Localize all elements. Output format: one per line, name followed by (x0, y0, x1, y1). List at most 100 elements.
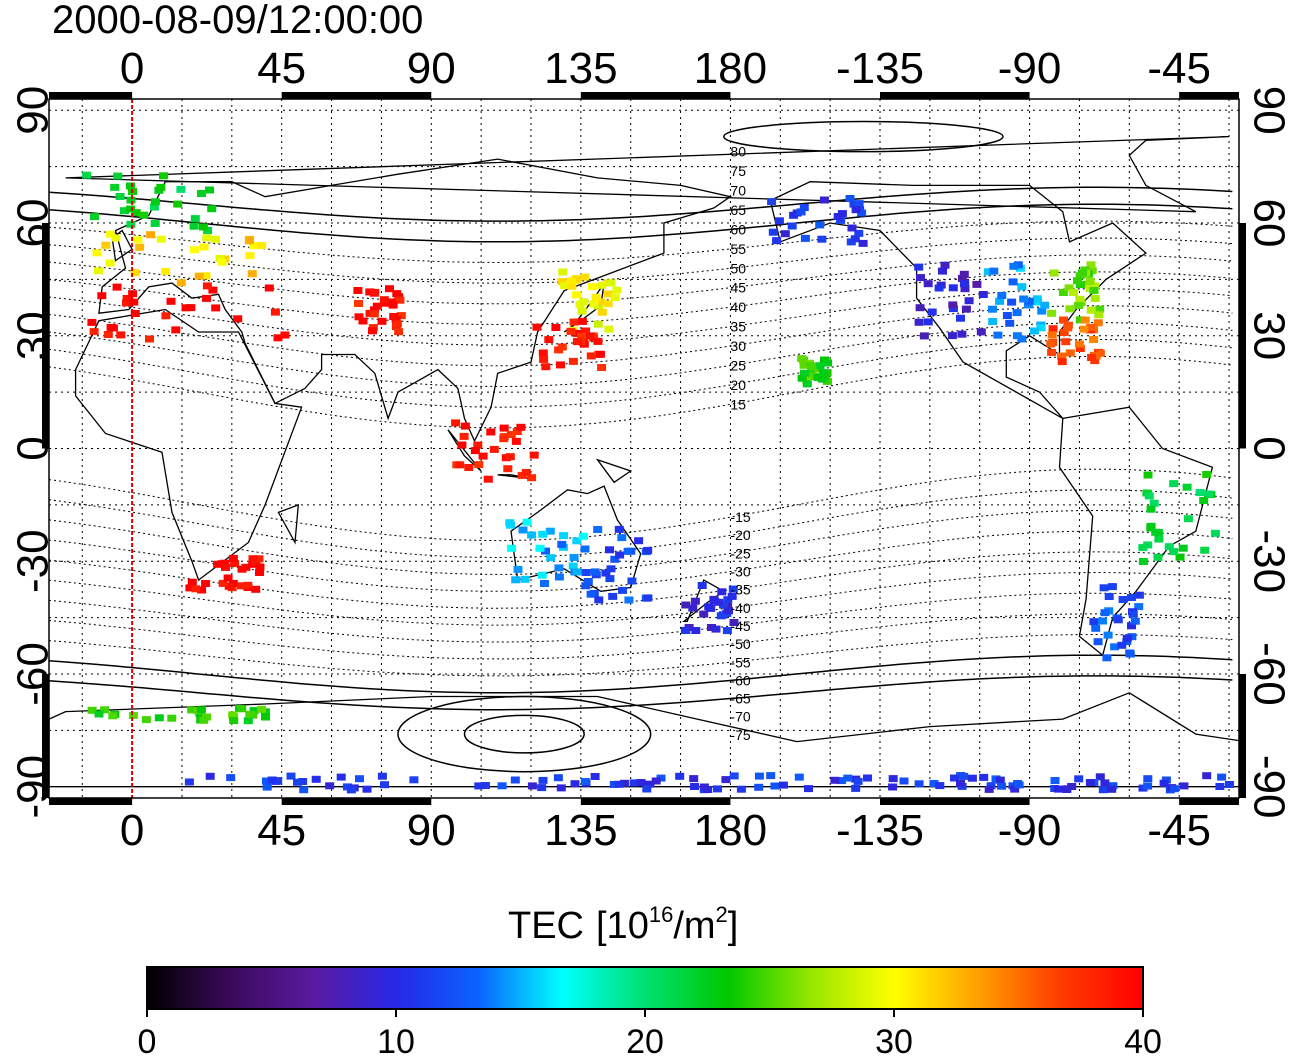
tec-cell (1078, 269, 1087, 277)
coastline (98, 158, 733, 443)
tec-cell (923, 280, 933, 288)
lat-tick-label-left: -90 (9, 755, 58, 819)
tec-cell (808, 372, 818, 380)
tec-cell (1032, 295, 1042, 303)
tec-cell (218, 579, 228, 587)
tec-cell (1091, 352, 1101, 360)
lon-tick-label-bottom: 180 (694, 806, 767, 855)
tec-cell (778, 781, 788, 789)
tec-cell (499, 424, 509, 432)
tec-cell (972, 280, 982, 288)
tec-cell (605, 575, 615, 583)
tec-cell (537, 784, 547, 792)
tec-cell (1146, 522, 1156, 530)
tec-cell (556, 784, 566, 792)
tec-cell (888, 783, 898, 791)
tec-cell (787, 222, 797, 230)
tec-cell (960, 285, 970, 293)
tec-cell (1098, 617, 1107, 625)
tec-cell (850, 235, 860, 243)
lat-tick-label-right: -60 (1244, 642, 1292, 706)
tec-cell (451, 419, 461, 427)
tec-cell (714, 598, 724, 606)
tec-cell (255, 569, 264, 576)
tec-cell (336, 773, 346, 781)
tec-cell (538, 349, 548, 357)
tec-cell (716, 612, 726, 620)
tec-cell (577, 317, 587, 325)
tec-cell (948, 301, 958, 309)
tec-cell (717, 588, 727, 596)
tec-cell (116, 331, 126, 339)
tec-cell (176, 279, 186, 287)
frame-band-segment (49, 92, 133, 99)
tec-cell (961, 305, 971, 313)
tec-cell (914, 780, 924, 788)
frame-band-segment (281, 798, 432, 805)
tec-cell (799, 361, 809, 369)
tec-cell (691, 627, 701, 634)
tec-cell (243, 581, 253, 589)
tec-cell (586, 352, 596, 360)
tec-cell (1100, 609, 1110, 617)
contour-line (49, 654, 1233, 694)
tec-cell (580, 273, 590, 281)
tec-cell (1068, 289, 1078, 296)
tec-cell (511, 437, 521, 445)
tec-cell (1100, 779, 1110, 787)
tec-cell (365, 288, 375, 296)
tec-cell (995, 297, 1005, 305)
tec-cell (546, 554, 556, 562)
tec-cell (800, 369, 809, 377)
tec-cell (135, 243, 145, 251)
tec-cell (251, 585, 261, 593)
tec-cell (161, 267, 171, 275)
tec-cell (513, 565, 523, 573)
tec-cell (541, 363, 551, 371)
tec-cell (540, 580, 549, 587)
tec-cell (914, 263, 924, 271)
tec-cell (149, 203, 159, 211)
tec-cell (1023, 301, 1033, 309)
tec-cell (409, 776, 419, 784)
tec-cell (89, 328, 99, 336)
tec-cell (729, 619, 739, 626)
frame-band-segment (580, 798, 731, 805)
tec-cell (217, 258, 227, 266)
tec-cell (800, 234, 810, 242)
tec-cell (237, 582, 246, 590)
tec-cell (597, 308, 607, 316)
tec-cell (1073, 277, 1082, 285)
tec-cell (207, 205, 217, 213)
tec-cell (1210, 529, 1220, 537)
tec-cell (767, 198, 777, 206)
tec-cell (843, 774, 853, 782)
frame-band-segment (281, 92, 432, 99)
contour-label: 35 (730, 319, 746, 335)
colorbar-tick-label: 20 (626, 1023, 664, 1057)
contour-label: 15 (730, 396, 746, 412)
tec-cell (224, 582, 234, 590)
tec-cell (82, 171, 92, 179)
tec-cell (770, 782, 780, 790)
tec-cell (689, 775, 699, 783)
tec-cell (796, 208, 806, 216)
tec-cell (948, 305, 958, 313)
tec-cell (497, 782, 507, 790)
map-frame (42, 92, 1246, 805)
tec-cell (201, 580, 211, 587)
tec-cell (262, 777, 271, 785)
lon-tick-label-top: 90 (407, 44, 456, 93)
lon-tick-label-top: -135 (836, 44, 924, 93)
tec-cell (1061, 338, 1071, 346)
tec-cell (1067, 783, 1077, 790)
tec-cell (106, 323, 116, 331)
tec-cell (797, 355, 807, 363)
tec-cell (92, 249, 102, 257)
tec-cell (1093, 638, 1103, 646)
tec-cell (612, 286, 622, 294)
tec-cell (553, 774, 563, 782)
tec-cell (1085, 277, 1095, 285)
tec-cell (512, 428, 522, 435)
tec-cell (1195, 489, 1205, 496)
